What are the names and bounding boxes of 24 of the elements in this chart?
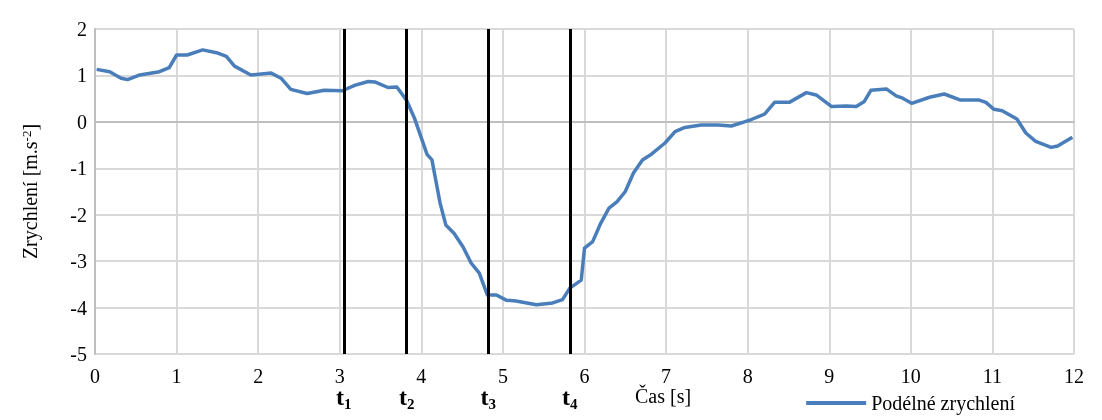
x-tick-label: 11 [982, 365, 1003, 387]
y-tick-label: 0 [77, 110, 87, 133]
x-tick-label: 8 [742, 365, 753, 387]
x-tick-label: 12 [1064, 365, 1084, 387]
line-series [94, 48, 1075, 307]
x-tick-label: 4 [416, 365, 427, 387]
y-axis-title: Zrychlení [m.s-2] [19, 123, 42, 260]
legend-label: Podélné zrychlení [871, 392, 1016, 415]
x-tick-label: 5 [497, 365, 508, 387]
y-tick-label: -3 [70, 250, 87, 273]
y-tick-label: -5 [70, 343, 87, 365]
x-tick-label: 6 [579, 365, 590, 387]
x-axis-title: Čas [s] [635, 384, 692, 407]
x-tick-label: 2 [253, 365, 264, 387]
x-tick-label: 7 [661, 365, 672, 387]
x-tick-label: 9 [824, 365, 835, 387]
y-tick-label: 1 [77, 64, 87, 87]
y-tick-label: -4 [70, 296, 87, 319]
x-tick-label: 1 [171, 365, 182, 387]
y-tick-label: -2 [70, 203, 87, 226]
x-tick-label: 3 [334, 365, 345, 387]
y-tick-label: 2 [77, 18, 87, 40]
y-tick-label: -1 [70, 157, 87, 180]
x-tick-label: 10 [900, 365, 921, 387]
